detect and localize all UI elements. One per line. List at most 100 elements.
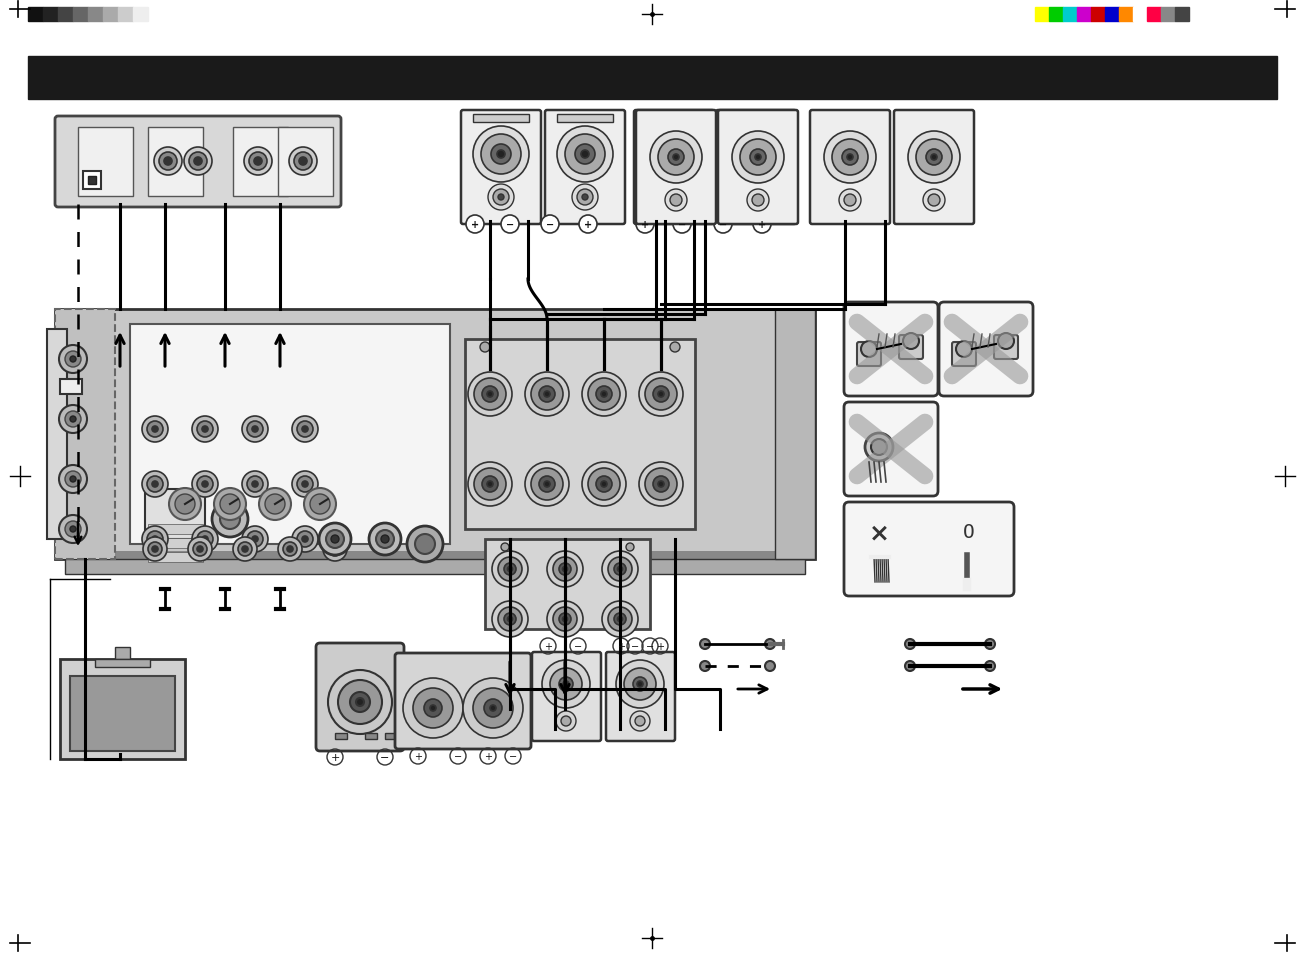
Circle shape: [197, 476, 213, 493]
FancyBboxPatch shape: [55, 117, 341, 208]
Circle shape: [142, 526, 168, 553]
Circle shape: [151, 546, 158, 553]
Circle shape: [487, 481, 493, 488]
Circle shape: [844, 194, 856, 207]
Circle shape: [639, 462, 683, 506]
Circle shape: [556, 711, 576, 731]
Circle shape: [666, 190, 683, 206]
Text: −: −: [646, 641, 654, 651]
Bar: [557, 115, 613, 123]
Bar: [472, 115, 529, 123]
Circle shape: [142, 416, 168, 442]
Circle shape: [265, 495, 284, 515]
Circle shape: [525, 462, 569, 506]
Bar: [78, 128, 133, 196]
Text: −: −: [454, 751, 462, 761]
Circle shape: [301, 537, 308, 542]
Circle shape: [544, 481, 549, 488]
Circle shape: [699, 639, 710, 649]
Circle shape: [497, 151, 505, 159]
Circle shape: [645, 378, 677, 411]
Circle shape: [842, 150, 857, 166]
FancyBboxPatch shape: [994, 335, 1018, 359]
Circle shape: [147, 542, 162, 557]
Circle shape: [904, 639, 915, 649]
Text: +: +: [471, 220, 479, 230]
Circle shape: [301, 427, 308, 433]
Circle shape: [252, 481, 258, 488]
Text: −: −: [719, 220, 727, 230]
Circle shape: [492, 552, 529, 587]
Text: −: −: [509, 751, 517, 761]
Bar: [65, 559, 805, 575]
Circle shape: [472, 127, 529, 183]
Circle shape: [338, 680, 382, 724]
Bar: [55, 310, 816, 559]
Circle shape: [613, 563, 626, 576]
Circle shape: [468, 373, 512, 416]
Bar: [1161, 8, 1174, 22]
Circle shape: [602, 481, 607, 488]
Circle shape: [654, 135, 694, 174]
Circle shape: [328, 542, 342, 557]
Circle shape: [658, 392, 664, 397]
Circle shape: [193, 542, 207, 557]
Circle shape: [65, 521, 81, 537]
Circle shape: [549, 668, 582, 700]
Text: +: +: [656, 641, 664, 651]
Circle shape: [650, 132, 702, 184]
Circle shape: [65, 352, 81, 368]
Circle shape: [581, 151, 589, 159]
Circle shape: [847, 154, 853, 161]
Circle shape: [431, 705, 436, 711]
Circle shape: [740, 140, 776, 175]
Circle shape: [928, 194, 940, 207]
Circle shape: [328, 670, 392, 734]
Circle shape: [492, 601, 529, 638]
Text: +: +: [583, 220, 592, 230]
Circle shape: [202, 537, 207, 542]
Circle shape: [596, 387, 612, 402]
Circle shape: [381, 536, 389, 543]
Circle shape: [221, 495, 240, 515]
Circle shape: [544, 392, 549, 397]
Circle shape: [542, 660, 590, 708]
Circle shape: [728, 127, 784, 183]
Circle shape: [493, 190, 509, 206]
Bar: [278, 128, 333, 196]
Circle shape: [318, 523, 351, 556]
Circle shape: [562, 681, 569, 687]
Circle shape: [252, 537, 258, 542]
Circle shape: [301, 481, 308, 488]
Circle shape: [65, 472, 81, 488]
Circle shape: [613, 614, 626, 625]
Circle shape: [572, 185, 598, 211]
Circle shape: [463, 679, 523, 739]
FancyBboxPatch shape: [953, 343, 976, 367]
Bar: [775, 310, 816, 559]
Circle shape: [576, 145, 595, 165]
Circle shape: [645, 469, 677, 500]
Circle shape: [699, 661, 710, 671]
Circle shape: [658, 481, 664, 488]
Bar: [1133, 8, 1147, 22]
Circle shape: [531, 469, 562, 500]
Circle shape: [304, 489, 335, 520]
FancyBboxPatch shape: [395, 654, 531, 749]
Circle shape: [298, 476, 313, 493]
Text: +: +: [758, 220, 766, 230]
Text: −: −: [630, 641, 639, 651]
Circle shape: [636, 215, 654, 233]
Circle shape: [192, 416, 218, 442]
Text: −: −: [677, 220, 686, 230]
Circle shape: [673, 215, 692, 233]
Circle shape: [732, 132, 784, 184]
Circle shape: [247, 476, 264, 493]
Text: −: −: [380, 752, 390, 762]
Circle shape: [557, 127, 613, 183]
Circle shape: [561, 717, 572, 726]
Circle shape: [197, 546, 204, 553]
Circle shape: [602, 552, 638, 587]
Circle shape: [833, 140, 868, 175]
Circle shape: [147, 532, 163, 547]
